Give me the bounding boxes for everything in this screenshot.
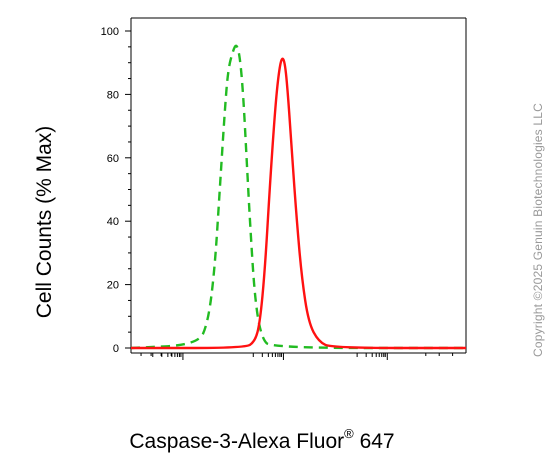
x-axis-ticks <box>140 353 454 360</box>
y-tick-label: 40 <box>107 216 119 228</box>
y-tick-label: 60 <box>107 153 119 165</box>
y-tick-label: 0 <box>113 343 119 355</box>
y-tick-label: 100 <box>101 26 119 38</box>
copyright-watermark: Copyright ©2025 Genuin Biotechnologies L… <box>531 102 545 358</box>
y-tick-label: 20 <box>107 280 119 292</box>
y-axis-label: Cell Counts (% Max) <box>33 125 56 319</box>
plot-frame <box>131 17 467 353</box>
x-axis-label-main: Caspase-3-Alexa Fluor <box>129 430 345 453</box>
series-group <box>130 44 466 350</box>
x-axis-label: Caspase-3-Alexa Fluor® 647 <box>129 426 395 454</box>
series-red-solid-line <box>131 57 466 350</box>
registered-mark: ® <box>344 426 354 441</box>
y-axis-ticks: 0 20 40 60 80 100 <box>101 26 131 355</box>
x-axis-label-tail: 647 <box>353 430 395 453</box>
series-green-dashed-line <box>130 44 466 350</box>
y-tick-label: 80 <box>107 89 119 101</box>
